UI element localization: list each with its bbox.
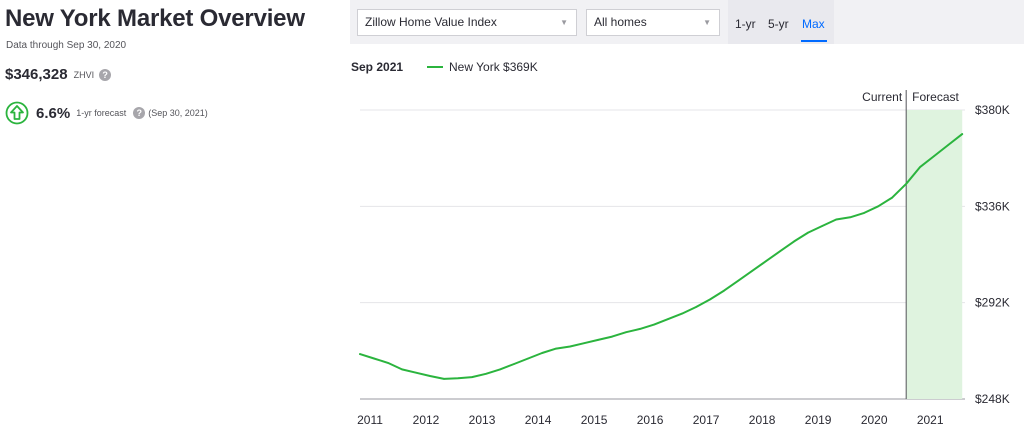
data-point (471, 376, 473, 378)
data-point (597, 339, 599, 341)
chevron-down-icon: ▼ (703, 18, 711, 27)
data-point (961, 133, 963, 135)
range-max-button[interactable]: Max (802, 17, 825, 31)
x-tick-label: 2014 (525, 413, 552, 427)
data-point (709, 298, 711, 301)
x-tick-label: 2016 (637, 413, 664, 427)
current-label: Current (862, 90, 903, 104)
data-point (891, 196, 893, 199)
range-1yr-button[interactable]: 1-yr (735, 17, 756, 31)
range-5yr-button[interactable]: 5-yr (768, 17, 789, 31)
data-point (667, 318, 669, 320)
forecast-band (906, 110, 963, 399)
data-point (695, 306, 697, 308)
data-point (807, 231, 809, 234)
data-point (933, 155, 935, 157)
zhvi-help-icon[interactable]: ? (99, 68, 112, 81)
data-point (835, 218, 837, 221)
data-through-date: Data through Sep 30, 2020 (6, 40, 127, 51)
data-point (737, 280, 739, 282)
forecast-row: 6.6% 1-yr forecast ? (Sep 30, 2021) (5, 101, 208, 125)
data-point (793, 240, 795, 243)
data-point (373, 357, 375, 360)
series-line-new-york (359, 133, 964, 380)
data-point (401, 368, 403, 371)
y-tick-label: $248K (975, 392, 1010, 406)
data-point (765, 260, 767, 262)
active-range-indicator (801, 40, 827, 42)
x-tick-label: 2017 (693, 413, 720, 427)
data-point (583, 342, 585, 345)
data-point (653, 323, 655, 326)
metric-select-value: Zillow Home Value Index (365, 15, 497, 29)
data-point (555, 347, 557, 350)
data-point (863, 212, 865, 214)
forecast-label: Forecast (912, 90, 959, 104)
data-point (625, 331, 627, 334)
forecast-help-icon[interactable]: ? (133, 107, 146, 119)
data-point (751, 270, 753, 272)
y-tick-label: $292K (975, 296, 1010, 310)
data-point (947, 144, 949, 146)
data-point (905, 183, 907, 185)
y-tick-label: $380K (975, 103, 1010, 117)
data-point (569, 345, 571, 348)
x-tick-label: 2020 (861, 413, 888, 427)
zhvi-row: $346,328 ZHVI ? (5, 66, 112, 83)
data-point (359, 353, 361, 355)
forecast-label: 1-yr forecast (76, 108, 127, 118)
data-point (639, 328, 641, 330)
x-tick-label: 2013 (469, 413, 496, 427)
x-tick-label: 2021 (917, 413, 944, 427)
data-point (723, 289, 725, 292)
data-point (443, 378, 445, 380)
data-point (877, 205, 879, 208)
range-selector: 1-yr 5-yr Max (728, 0, 834, 44)
arrow-up-circle-icon (5, 101, 29, 125)
x-tick-label: 2018 (749, 413, 776, 427)
zhvi-label: ZHVI (73, 69, 95, 80)
metric-select[interactable]: Zillow Home Value Index ▼ (357, 9, 577, 36)
data-point (457, 377, 459, 380)
forecast-percent: 6.6% (36, 104, 71, 122)
legend-swatch (427, 66, 443, 68)
data-point (415, 371, 417, 374)
data-point (681, 312, 683, 315)
data-point (611, 335, 613, 338)
x-tick-label: 2019 (805, 413, 832, 427)
zhvi-value: $346,328 (5, 66, 68, 83)
legend-series-label: New York $369K (449, 60, 538, 74)
data-point (541, 352, 543, 354)
data-point (779, 250, 781, 252)
x-tick-label: 2012 (413, 413, 440, 427)
x-tick-label: 2015 (581, 413, 608, 427)
data-point (387, 362, 389, 364)
home-type-select[interactable]: All homes ▼ (586, 9, 720, 36)
data-point (849, 216, 851, 219)
legend-date: Sep 2021 (351, 60, 404, 74)
x-tick-label: 2011 (357, 413, 383, 427)
home-type-select-value: All homes (594, 15, 647, 29)
data-point (499, 368, 501, 371)
y-tick-label: $336K (975, 199, 1010, 213)
chevron-down-icon: ▼ (560, 18, 568, 27)
data-point (485, 373, 487, 375)
data-point (527, 357, 529, 360)
page-title: New York Market Overview (5, 5, 305, 32)
data-point (429, 375, 431, 377)
chart-toolbar: Zillow Home Value Index ▼ All homes ▼ 1-… (350, 0, 1024, 44)
data-point (513, 363, 515, 365)
data-point (919, 166, 921, 168)
data-point (821, 225, 823, 227)
forecast-date: (Sep 30, 2021) (148, 108, 208, 118)
